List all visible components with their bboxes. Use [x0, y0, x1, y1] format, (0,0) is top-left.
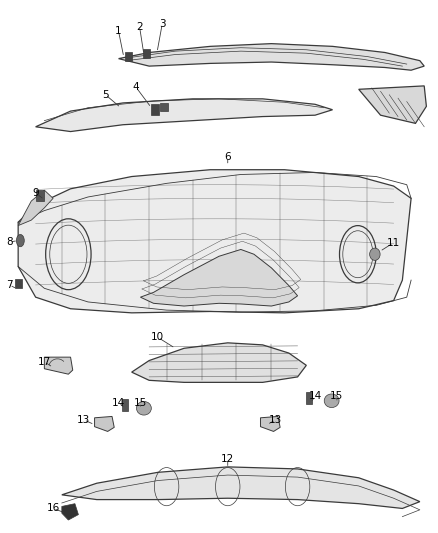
Ellipse shape — [370, 248, 380, 260]
Bar — [122, 399, 128, 411]
Bar — [143, 49, 150, 58]
Bar — [306, 392, 312, 404]
Text: 11: 11 — [387, 238, 400, 248]
Polygon shape — [132, 343, 306, 382]
Polygon shape — [35, 99, 332, 132]
Polygon shape — [141, 249, 297, 306]
Bar — [36, 190, 44, 201]
Ellipse shape — [324, 394, 339, 408]
Bar — [14, 279, 21, 288]
Bar — [151, 104, 159, 115]
Text: 7: 7 — [6, 280, 13, 290]
Polygon shape — [62, 467, 420, 508]
Polygon shape — [261, 416, 280, 431]
Text: 15: 15 — [134, 398, 147, 408]
Polygon shape — [359, 86, 426, 123]
Polygon shape — [95, 416, 114, 431]
Text: 10: 10 — [151, 333, 164, 342]
Text: 4: 4 — [133, 82, 139, 92]
Bar — [160, 103, 168, 111]
Text: 16: 16 — [46, 504, 60, 513]
Text: 14: 14 — [112, 398, 125, 408]
Text: 14: 14 — [308, 391, 321, 401]
Text: 2: 2 — [136, 22, 143, 31]
Text: 8: 8 — [6, 237, 13, 247]
Polygon shape — [62, 504, 78, 520]
Text: 13: 13 — [269, 415, 283, 425]
Text: 9: 9 — [32, 188, 39, 198]
Circle shape — [16, 235, 24, 247]
Text: 13: 13 — [77, 415, 90, 425]
Text: 17: 17 — [38, 357, 51, 367]
Text: 15: 15 — [330, 391, 343, 401]
Polygon shape — [119, 44, 424, 70]
Text: 5: 5 — [102, 90, 109, 100]
Bar — [125, 52, 132, 61]
Polygon shape — [44, 357, 73, 374]
Text: 3: 3 — [159, 19, 166, 29]
Text: 12: 12 — [221, 454, 234, 464]
Text: 1: 1 — [115, 26, 122, 36]
Polygon shape — [18, 169, 411, 313]
Text: 6: 6 — [224, 152, 231, 163]
Ellipse shape — [137, 401, 151, 415]
Polygon shape — [18, 190, 53, 225]
